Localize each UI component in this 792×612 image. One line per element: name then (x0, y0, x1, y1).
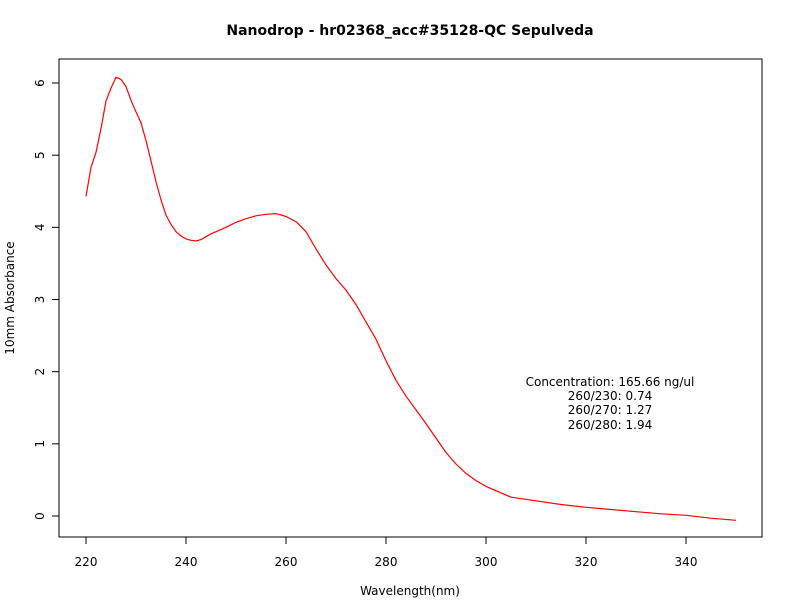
annotation-concentration: Concentration: 165.66 ng/ul (526, 375, 695, 389)
x-tick-label: 220 (75, 555, 98, 569)
y-axis: 0 1 2 3 4 5 6 (33, 79, 60, 520)
annotation-ratio-260-270: 260/270: 1.27 (568, 403, 652, 417)
x-tick-label: 260 (275, 555, 298, 569)
series-group (85, 76, 737, 521)
y-tick-label: 3 (33, 296, 47, 304)
y-tick-label: 4 (33, 224, 47, 232)
x-tick-label: 280 (375, 555, 398, 569)
y-tick-label: 6 (33, 79, 47, 87)
x-axis-label: Wavelength(nm) (360, 584, 460, 598)
x-tick-label: 240 (175, 555, 198, 569)
x-tick-label: 300 (475, 555, 498, 569)
y-tick-label: 1 (33, 440, 47, 448)
y-axis-label: 10mm Absorbance (3, 241, 17, 354)
plot-frame (58, 58, 763, 538)
x-tick-label: 320 (575, 555, 598, 569)
x-tick-label: 340 (675, 555, 698, 569)
annotation-ratio-260-280: 260/280: 1.94 (568, 418, 652, 432)
annotation-ratio-260-230: 260/230: 0.74 (568, 389, 652, 403)
x-axis: 220 240 260 280 300 320 340 (75, 536, 698, 569)
chart-title: Nanodrop - hr02368_acc#35128-QC Sepulved… (226, 23, 593, 39)
annotation-block: Concentration: 165.66 ng/ul 260/230: 0.7… (526, 375, 695, 432)
y-tick-label: 5 (33, 151, 47, 159)
y-tick-label: 2 (33, 368, 47, 376)
absorbance-series-line (85, 76, 737, 521)
y-tick-label: 0 (33, 512, 47, 520)
